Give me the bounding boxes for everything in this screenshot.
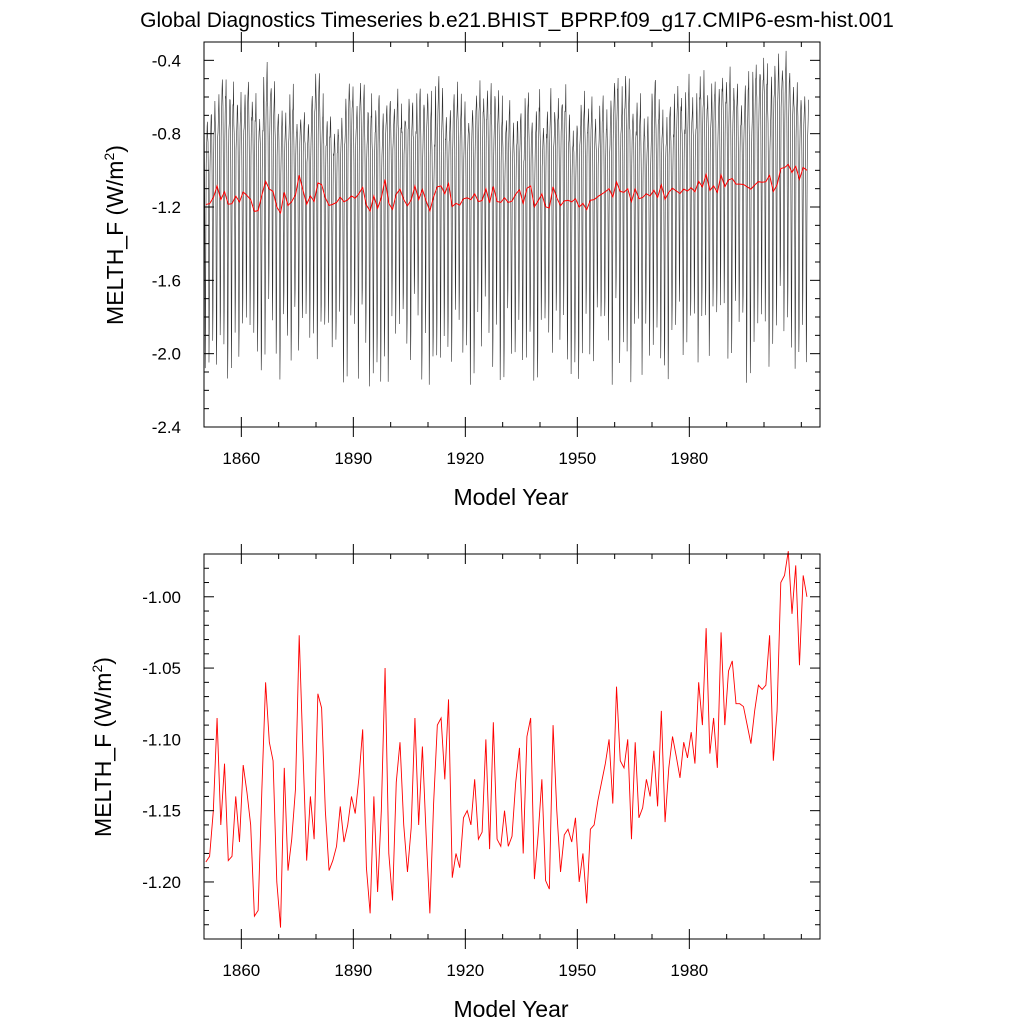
y-tick-label: -1.20: [142, 873, 181, 892]
x-tick-label: 1890: [334, 449, 372, 468]
y-tick-label: -1.00: [142, 588, 181, 607]
axis-ticks: [203, 32, 820, 437]
y-tick-label: -0.8: [152, 125, 181, 144]
y-tick-label: -1.2: [152, 198, 181, 217]
x-axis-label: Model Year: [453, 484, 568, 510]
y-tick-label: -1.05: [142, 659, 181, 678]
x-tick-label: 1920: [446, 449, 484, 468]
top-panel: 1860 1890 1920 1950 1980 -0.4 -0.8 -1.2 -1.6 -2.…: [101, 32, 821, 510]
x-tick-labels: 1860 1890 1920 1950 1980: [222, 961, 708, 980]
plot-frame: [203, 553, 821, 940]
x-tick-label: 1980: [670, 449, 708, 468]
x-tick-label: 1950: [558, 961, 596, 980]
monthly-series-line: [203, 50, 809, 387]
monthly-line: [203, 50, 809, 387]
annual-mean-line: [205, 163, 808, 215]
annual-mean-line: [205, 551, 808, 928]
y-tick-labels: -1.00 -1.05 -1.10 -1.15 -1.20: [142, 588, 181, 892]
annual-mean-series-line: [205, 163, 808, 215]
y-tick-label: -2.0: [152, 345, 181, 364]
y-tick-labels: -0.4 -0.8 -1.2 -1.6 -2.0 -2.4: [152, 51, 181, 437]
x-tick-label: 1860: [222, 449, 260, 468]
x-tick-label: 1980: [670, 961, 708, 980]
x-tick-label: 1920: [446, 961, 484, 980]
x-tick-label: 1950: [558, 449, 596, 468]
y-tick-label: -1.10: [142, 730, 181, 749]
x-tick-label: 1860: [222, 961, 260, 980]
y-tick-label: -1.15: [142, 802, 181, 821]
y-axis-label: MELTH_F (W/m2): [89, 657, 116, 837]
x-tick-labels: 1860 1890 1920 1950 1980: [222, 449, 708, 468]
x-tick-label: 1890: [334, 961, 372, 980]
figure-title: Global Diagnostics Timeseries b.e21.BHIS…: [140, 9, 894, 32]
axis-ticks: [203, 544, 820, 949]
y-tick-label: -1.6: [152, 271, 181, 290]
plot-frame: [203, 41, 821, 428]
y-axis-label: MELTH_F (W/m2): [101, 145, 128, 325]
annual-mean-series-line: [205, 551, 808, 928]
bottom-panel: 1860 1890 1920 1950 1980 -1.00 -1.05 -1.10 -1.1…: [89, 544, 821, 1022]
y-tick-label: -0.4: [152, 51, 181, 70]
y-tick-label: -2.4: [152, 418, 181, 437]
x-axis-label: Model Year: [453, 996, 568, 1022]
